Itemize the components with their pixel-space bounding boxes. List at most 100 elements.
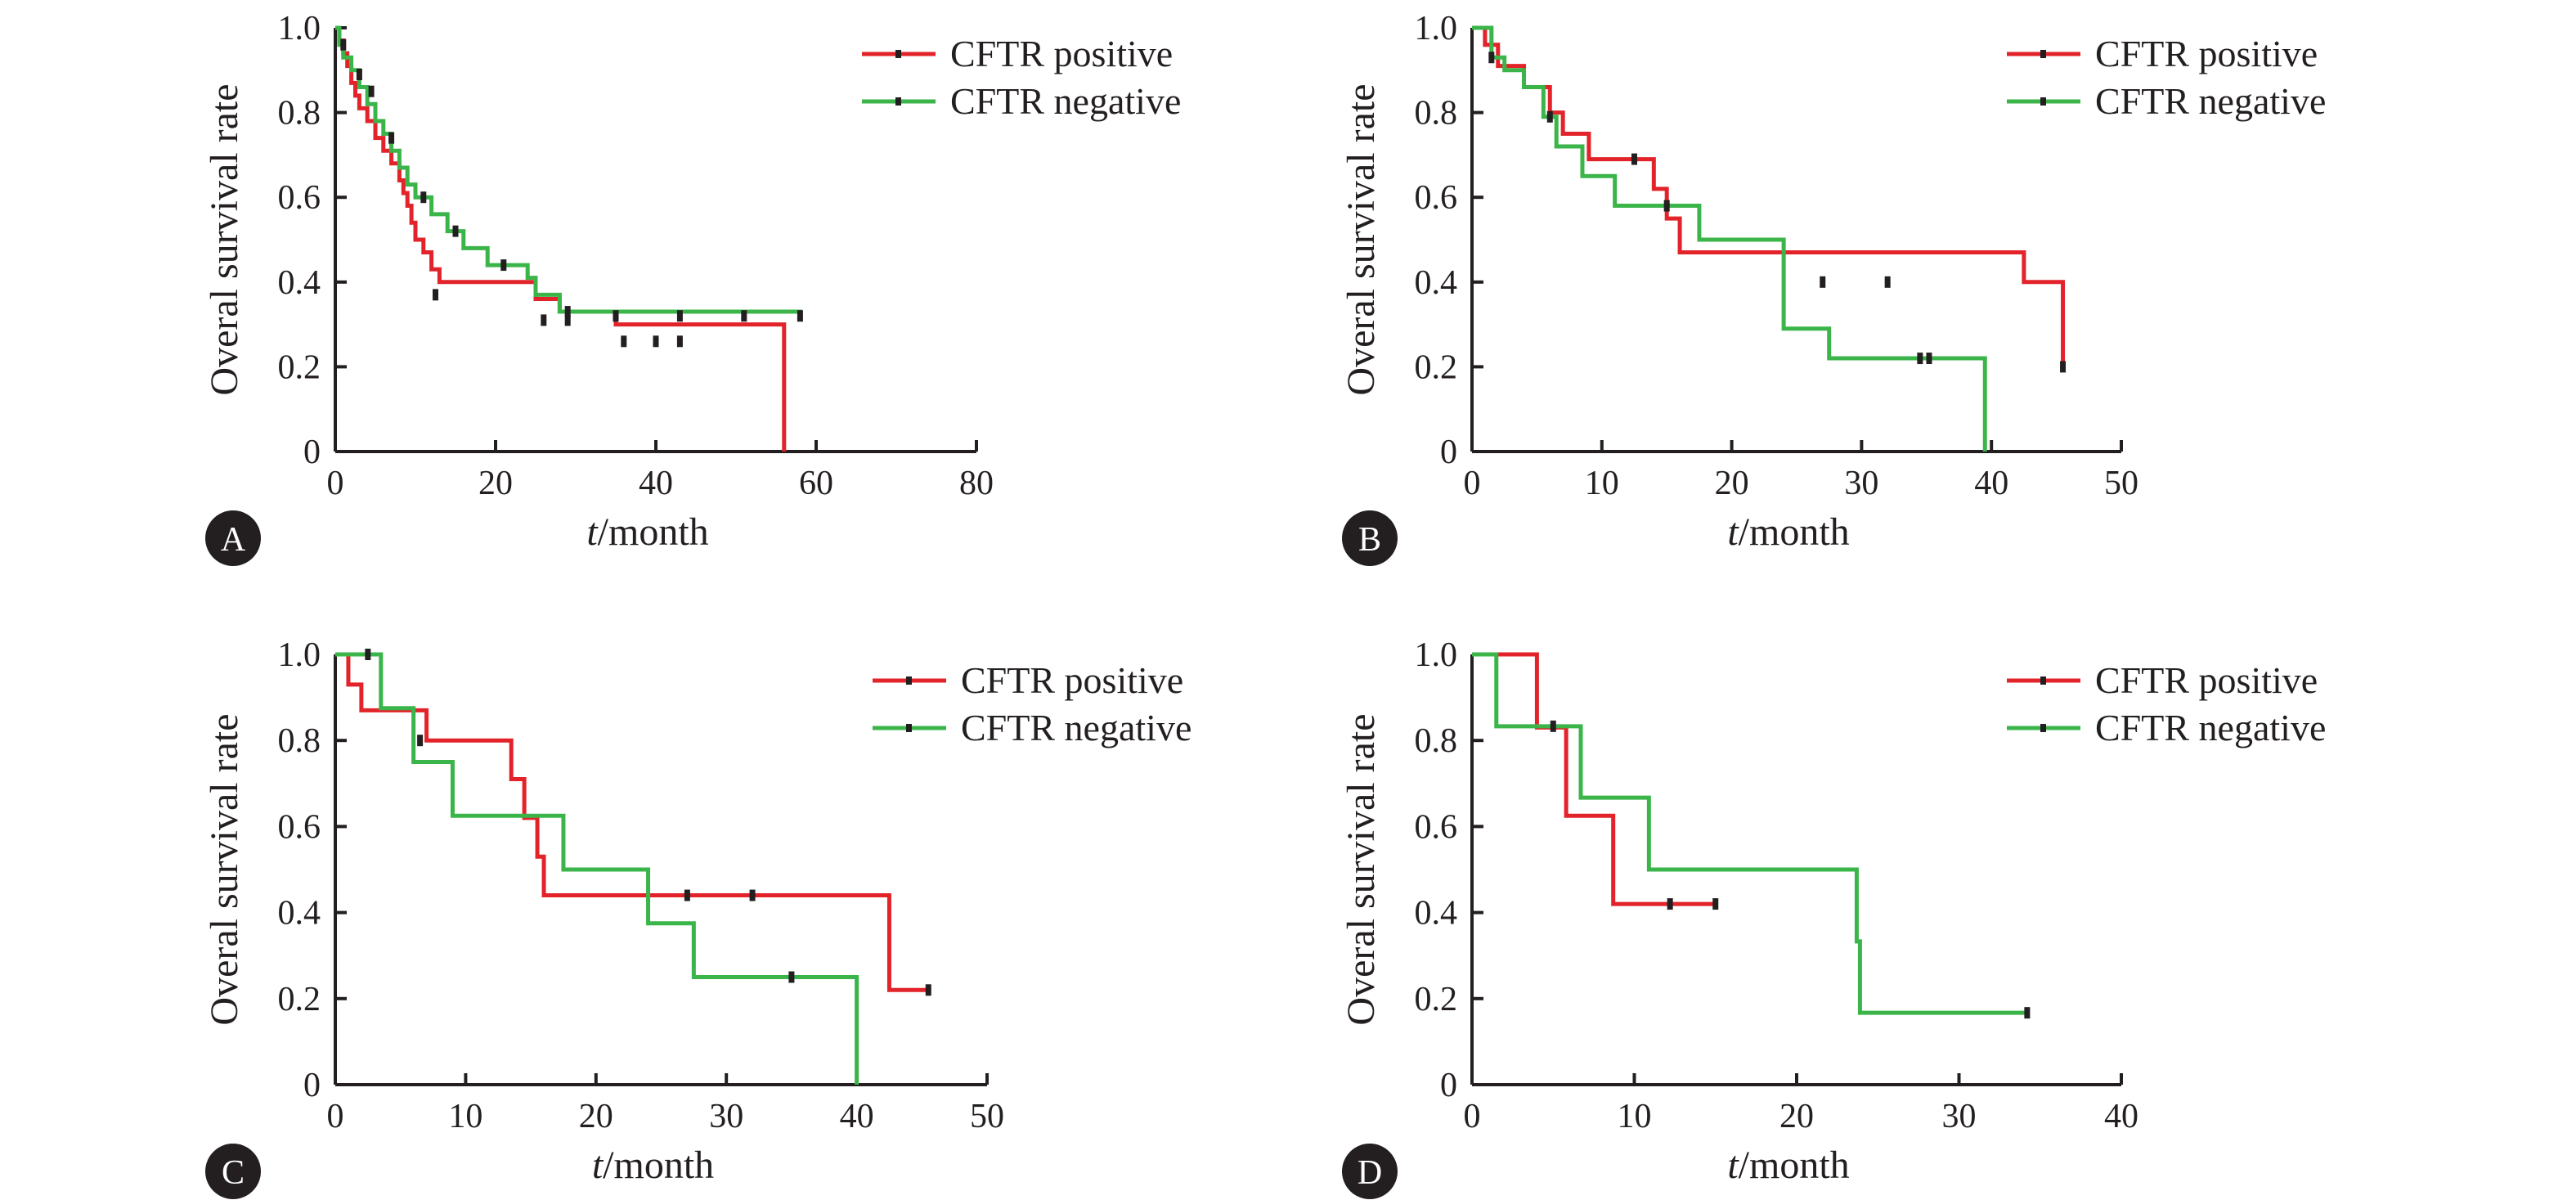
censor-mark <box>676 335 683 348</box>
legend: CFTR positive CFTR negative <box>873 659 1192 748</box>
x-axis-label: t/month <box>592 1144 714 1187</box>
y-axis-label: Overal survival rate <box>203 83 246 395</box>
y-tick-label: 0.2 <box>278 981 321 1018</box>
censor-mark <box>452 225 459 237</box>
panel-label-circle <box>1342 1144 1398 1199</box>
y-tick-label: 0.2 <box>1415 348 1458 386</box>
censor-mark <box>1884 276 1891 288</box>
x-axis-label: t/month <box>1727 1144 1849 1187</box>
legend-marker-negative <box>2040 97 2046 106</box>
legend-label-negative: CFTR negative <box>2095 80 2326 122</box>
y-tick-label: 0 <box>1440 1067 1457 1104</box>
y-tick-label: 0.6 <box>278 179 321 217</box>
legend-marker-negative <box>895 97 901 106</box>
x-tick-label: 60 <box>799 465 833 502</box>
censor-mark <box>684 889 690 901</box>
censor-mark <box>1712 898 1719 910</box>
x-tick-label: 0 <box>327 465 344 502</box>
x-tick-label: 20 <box>1715 465 1749 502</box>
y-tick-label: 1.0 <box>278 10 321 47</box>
censor-mark <box>1926 353 1932 365</box>
y-axis-label: Overal survival rate <box>203 713 246 1025</box>
censor-mark <box>365 649 371 660</box>
legend-marker-positive <box>906 676 912 685</box>
censor-mark <box>1488 52 1495 64</box>
censor-mark <box>1546 110 1553 123</box>
panel-label-badge: C <box>205 1144 261 1199</box>
series-line-cftr-negative <box>335 652 859 1085</box>
y-tick-label: 0 <box>303 1067 321 1104</box>
series-line-cftr-negative <box>335 25 802 317</box>
panel-label: D <box>1358 1154 1382 1192</box>
legend: CFTR positive CFTR negative <box>2007 33 2326 122</box>
panel-label: A <box>221 521 246 559</box>
y-tick-label: 0.8 <box>278 95 321 133</box>
x-tick-label: 0 <box>327 1098 344 1135</box>
panel-a: 0 0.2 0.4 0.6 0.8 1.0 0 20 40 60 80 Overal surviva… <box>203 10 1181 566</box>
panel-label: C <box>222 1154 245 1192</box>
censor-mark <box>749 889 756 901</box>
censor-mark <box>2024 1007 2031 1019</box>
censor-mark <box>621 335 627 348</box>
legend-label-positive: CFTR positive <box>2095 33 2318 74</box>
series-line-cftr-positive <box>335 652 929 992</box>
legend-label-negative: CFTR negative <box>961 707 1192 748</box>
x-tick-label: 0 <box>1464 1098 1481 1135</box>
censor-mark <box>1917 353 1923 365</box>
y-tick-label: 1.0 <box>278 636 321 674</box>
y-tick-label: 0.4 <box>1415 264 1458 302</box>
censor-mark <box>1820 276 1826 288</box>
censor-mark <box>1631 153 1637 165</box>
x-tick-label: 0 <box>1464 465 1481 502</box>
y-tick-label: 0.6 <box>1415 179 1458 217</box>
x-axis-label-italic: t <box>592 1144 604 1187</box>
legend-label-negative: CFTR negative <box>950 80 1181 122</box>
y-tick-label: 0.8 <box>1415 95 1458 133</box>
x-tick-label: 10 <box>1585 465 1619 502</box>
censor-mark <box>925 984 931 996</box>
legend-marker-positive <box>2040 50 2046 58</box>
series-line-cftr-positive <box>1472 652 1716 906</box>
y-axis-label: Overal survival rate <box>1340 83 1383 395</box>
series-group <box>1472 652 2031 1019</box>
x-axis-label-italic: t <box>1727 1144 1739 1187</box>
censor-mark <box>417 735 424 747</box>
censor-mark <box>613 310 619 322</box>
x-tick-label: 30 <box>709 1098 743 1135</box>
censor-mark <box>1663 200 1670 212</box>
x-tick-label: 40 <box>639 465 673 502</box>
x-axis-label: t/month <box>1727 510 1849 554</box>
x-axis-label-unit: /month <box>1739 1144 1850 1187</box>
series-group <box>335 649 931 1085</box>
censor-mark <box>788 971 795 983</box>
censor-mark <box>564 306 571 318</box>
x-axis-label-italic: t <box>1727 510 1739 554</box>
y-tick-label: 0.4 <box>278 895 321 933</box>
x-tick-label: 40 <box>1974 465 2008 502</box>
y-tick-label: 0.2 <box>1415 981 1458 1018</box>
panel-label-badge: B <box>1342 510 1398 566</box>
x-tick-label: 30 <box>1844 465 1878 502</box>
series-line-cftr-negative <box>1472 652 2027 1015</box>
series-group <box>335 25 803 452</box>
censor-mark <box>2060 361 2067 373</box>
panel-label-circle <box>205 1144 261 1199</box>
series-line-cftr-positive <box>335 25 787 452</box>
legend-label-positive: CFTR positive <box>961 659 1183 701</box>
x-tick-label: 80 <box>959 465 994 502</box>
y-tick-label: 1.0 <box>1415 636 1458 674</box>
y-tick-label: 0.6 <box>1415 808 1458 846</box>
y-tick-label: 0.8 <box>278 722 321 760</box>
censor-mark <box>368 85 375 97</box>
x-tick-label: 30 <box>1942 1098 1977 1135</box>
y-axis-label: Overal survival rate <box>1340 713 1383 1025</box>
axes: 0 0.2 0.4 0.6 0.8 1.0 0 10 20 30 40 <box>1415 636 2139 1135</box>
y-tick-label: 0 <box>303 434 321 471</box>
legend-label-positive: CFTR positive <box>950 33 1173 74</box>
x-tick-label: 40 <box>840 1098 874 1135</box>
axes: 0 0.2 0.4 0.6 0.8 1.0 0 20 40 60 80 <box>278 10 994 502</box>
censor-mark <box>541 314 547 326</box>
censor-mark <box>340 38 347 51</box>
y-tick-label: 0.8 <box>1415 722 1458 760</box>
